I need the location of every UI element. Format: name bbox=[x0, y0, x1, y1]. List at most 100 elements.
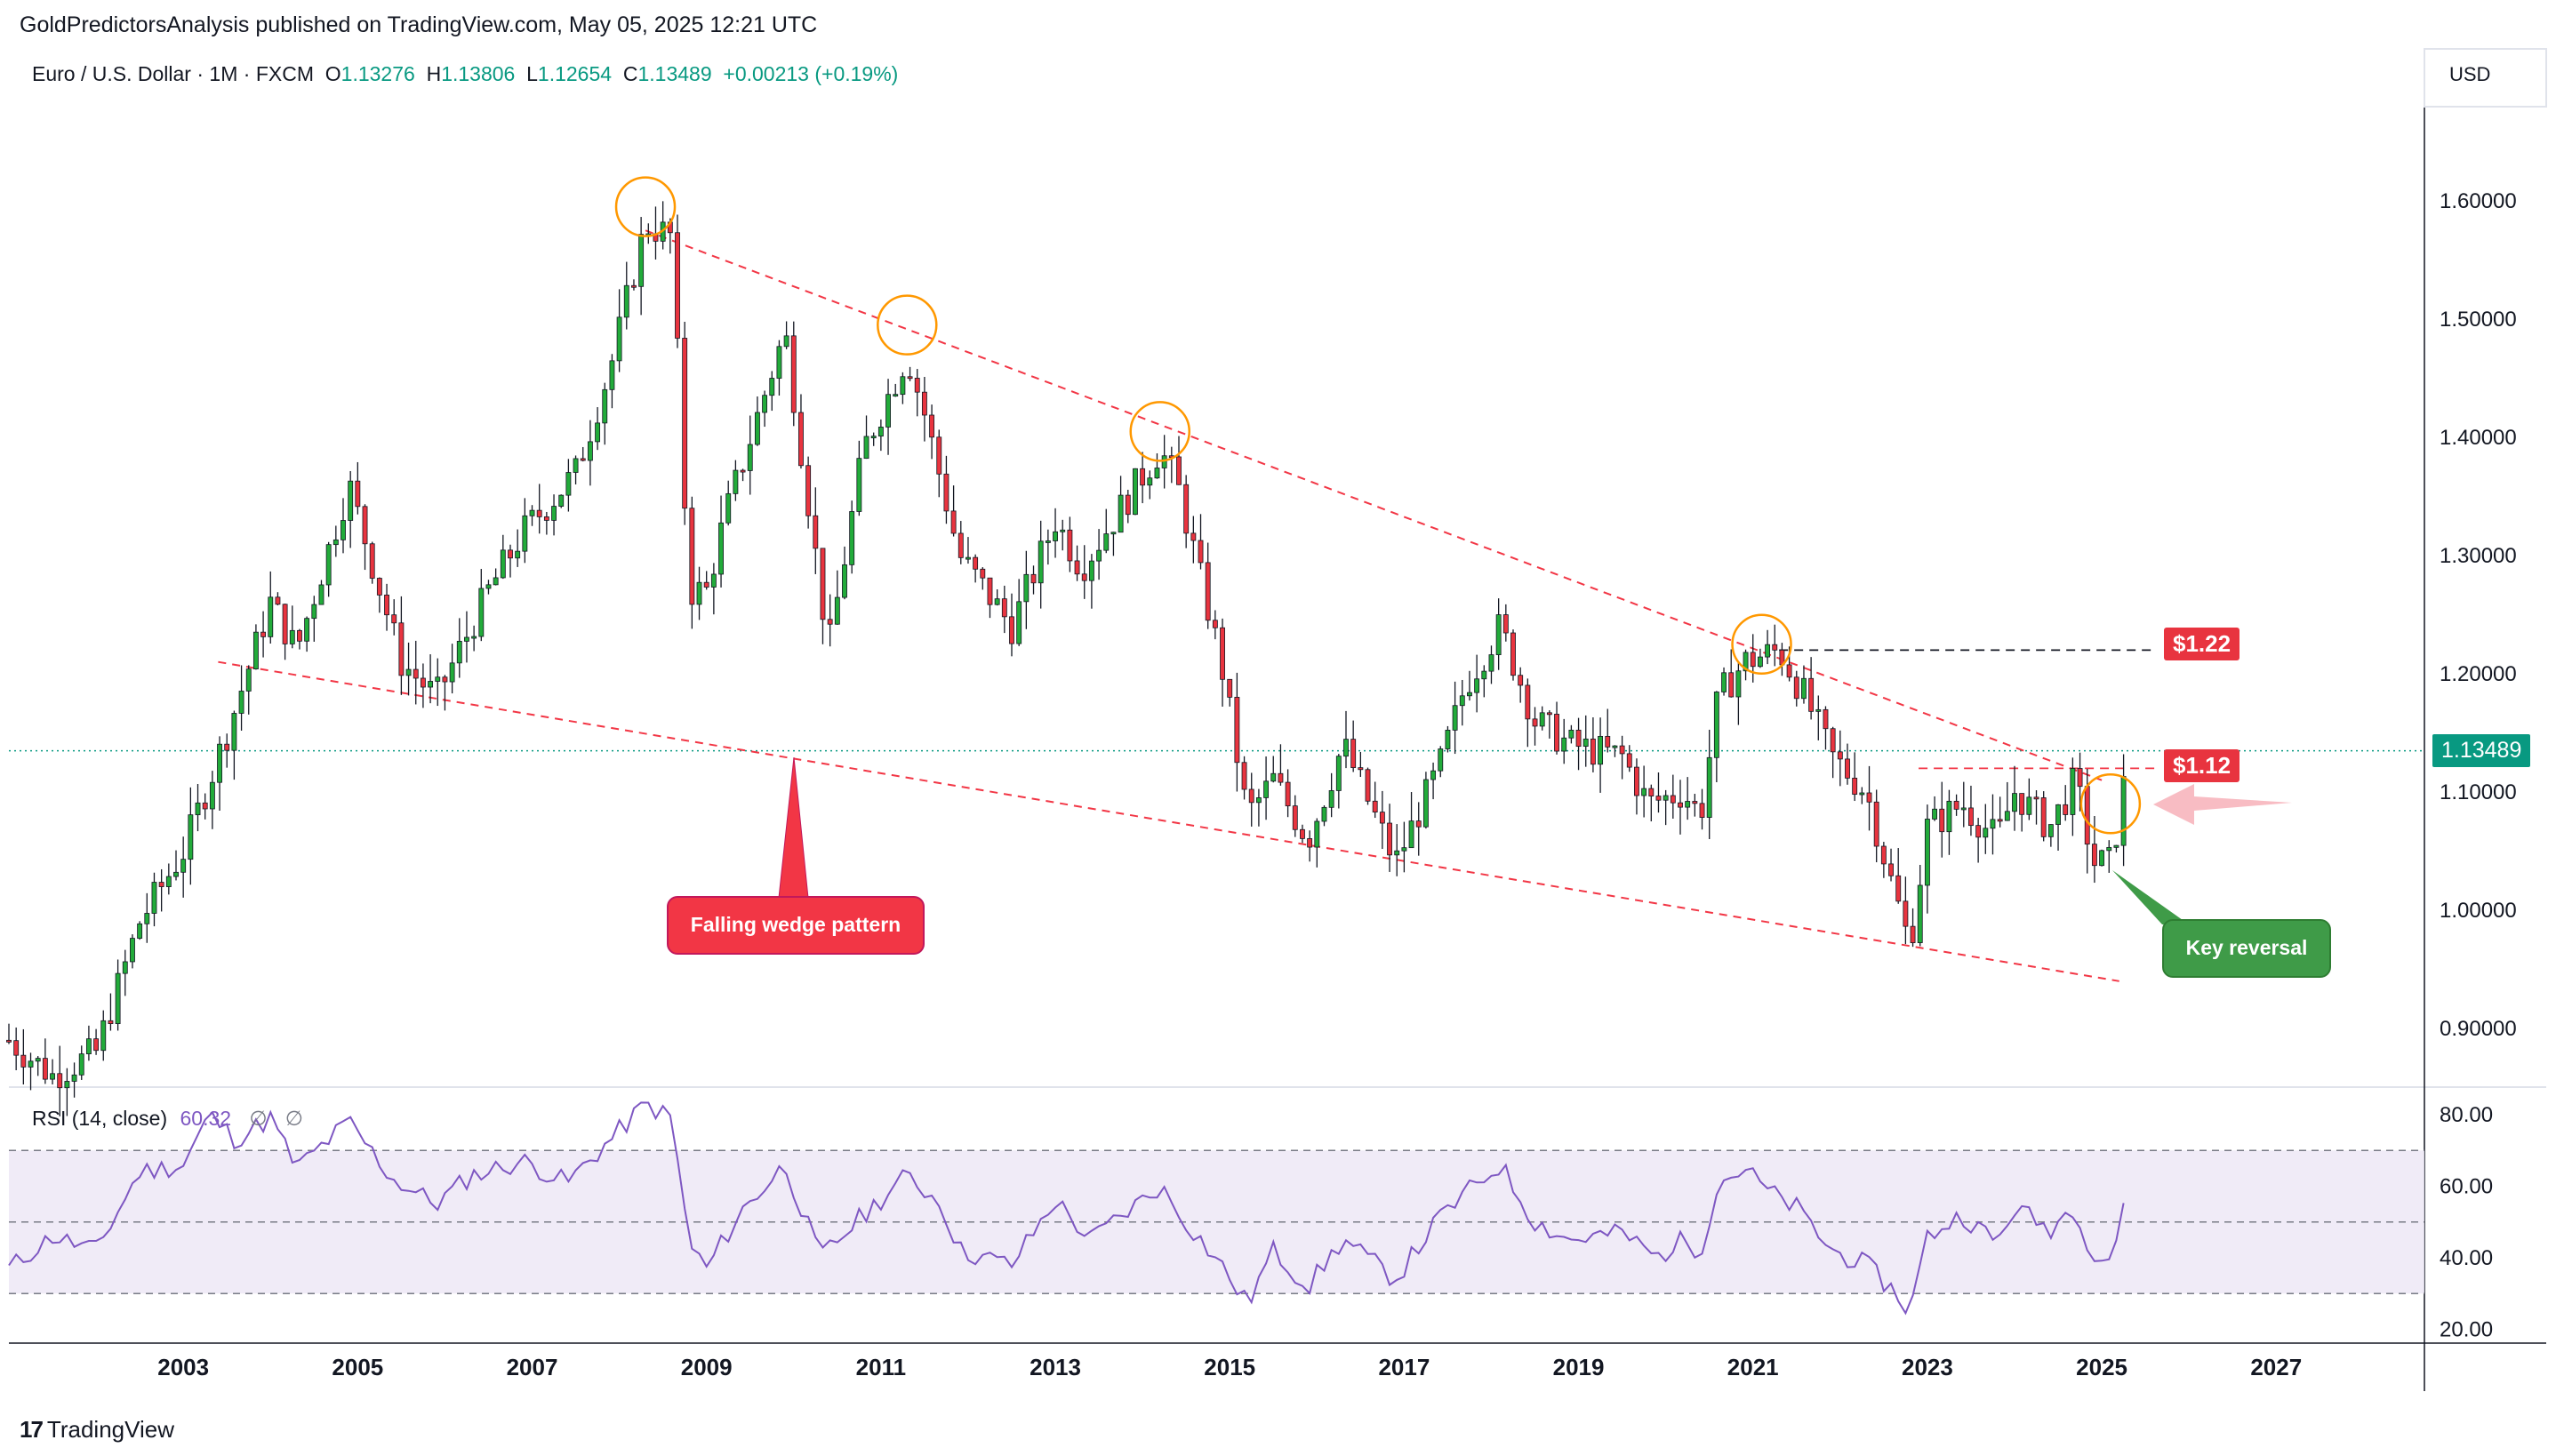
candle bbox=[64, 1068, 70, 1116]
rsi-tick-label: 20.00 bbox=[2440, 1318, 2493, 1342]
candle-body bbox=[1728, 672, 1735, 698]
candle bbox=[1648, 784, 1655, 822]
candle bbox=[2077, 752, 2083, 812]
candle bbox=[1176, 436, 1182, 485]
candle bbox=[893, 383, 899, 397]
candle bbox=[1198, 514, 1204, 570]
candle bbox=[195, 784, 201, 832]
candle bbox=[1445, 725, 1451, 753]
candle-body bbox=[165, 876, 172, 887]
candle-body bbox=[1387, 822, 1392, 856]
highlight-circle bbox=[1129, 401, 1190, 462]
candle-body bbox=[2019, 793, 2025, 815]
candle-body bbox=[1161, 455, 1167, 468]
candle bbox=[914, 369, 920, 417]
candle bbox=[1263, 756, 1270, 820]
candle-body bbox=[224, 743, 230, 751]
candle-body bbox=[282, 604, 288, 644]
candle-body bbox=[50, 1073, 55, 1080]
time-tick-label: 2011 bbox=[856, 1354, 906, 1380]
tradingview-logo[interactable]: 17 TradingView bbox=[20, 1416, 174, 1444]
candle bbox=[616, 289, 622, 372]
candle bbox=[442, 675, 448, 711]
candle bbox=[602, 382, 608, 445]
candle-body bbox=[790, 335, 797, 413]
candle-body bbox=[1641, 788, 1647, 796]
candle-body bbox=[6, 1039, 12, 1043]
candle bbox=[1903, 876, 1909, 945]
candle-body bbox=[1133, 468, 1138, 516]
candle bbox=[1328, 772, 1334, 818]
candle-body bbox=[1830, 728, 1836, 753]
candle-body bbox=[754, 412, 760, 445]
candle-body bbox=[842, 564, 847, 598]
candle-body bbox=[297, 629, 302, 642]
candle-body bbox=[1619, 745, 1625, 755]
rsi-label[interactable]: RSI (14, close) bbox=[32, 1107, 168, 1130]
candle-body bbox=[1648, 788, 1655, 796]
candle bbox=[180, 836, 187, 898]
candle bbox=[2004, 781, 2010, 821]
candle bbox=[2033, 790, 2039, 825]
candle-body bbox=[57, 1073, 63, 1089]
candle bbox=[1750, 634, 1756, 683]
candle bbox=[100, 1010, 107, 1061]
candle-body bbox=[405, 668, 412, 676]
time-tick-label: 2027 bbox=[2250, 1354, 2302, 1380]
candle bbox=[1699, 788, 1705, 830]
candle-body bbox=[1401, 847, 1407, 852]
top-right-corner-box bbox=[2424, 48, 2547, 108]
time-tick-label: 2025 bbox=[2076, 1354, 2127, 1380]
candle-body bbox=[536, 509, 542, 517]
currency-label[interactable]: USD bbox=[2449, 63, 2491, 85]
candle-body bbox=[1502, 614, 1509, 634]
candle-body bbox=[245, 668, 252, 692]
candle bbox=[1852, 752, 1858, 802]
symbol-interval[interactable]: 1M bbox=[209, 62, 238, 85]
candle bbox=[252, 624, 259, 670]
candle bbox=[362, 504, 368, 571]
candle-body bbox=[318, 584, 325, 605]
candle-body bbox=[180, 859, 187, 873]
candle-body bbox=[1445, 730, 1451, 749]
candle-body bbox=[1518, 675, 1524, 686]
candle bbox=[1655, 772, 1662, 813]
candle-body bbox=[1285, 781, 1291, 807]
candle-body bbox=[1110, 532, 1117, 535]
candle-body bbox=[64, 1081, 70, 1089]
candle-body bbox=[827, 619, 833, 625]
candle bbox=[413, 640, 419, 705]
candle bbox=[1379, 790, 1385, 850]
candle bbox=[311, 596, 317, 642]
candle-body bbox=[2047, 824, 2054, 837]
candle bbox=[1990, 794, 1996, 855]
candle bbox=[1518, 667, 1524, 703]
candle bbox=[907, 366, 913, 381]
candle bbox=[877, 419, 884, 452]
candle bbox=[2106, 840, 2112, 873]
candle bbox=[966, 537, 971, 564]
candle-body bbox=[1546, 712, 1552, 716]
candle-body bbox=[1038, 540, 1044, 584]
candle bbox=[325, 541, 332, 597]
candle bbox=[1888, 848, 1894, 882]
candle-body bbox=[2106, 846, 2112, 852]
candle bbox=[1321, 804, 1327, 827]
candle-body bbox=[1721, 672, 1727, 692]
candle bbox=[522, 498, 528, 564]
candle-body bbox=[1328, 790, 1334, 808]
candle bbox=[217, 736, 222, 811]
candle bbox=[863, 415, 869, 460]
candle bbox=[1081, 545, 1087, 599]
candle-body bbox=[1757, 656, 1763, 668]
candle-body bbox=[1060, 529, 1066, 532]
candle bbox=[304, 616, 310, 652]
symbol-name[interactable]: Euro / U.S. Dollar bbox=[32, 62, 191, 85]
time-tick-label: 2009 bbox=[681, 1354, 733, 1380]
candle bbox=[1815, 695, 1822, 740]
candle bbox=[994, 589, 1000, 606]
candle-body bbox=[2084, 786, 2090, 845]
reversal-pointer bbox=[2112, 870, 2189, 924]
candle bbox=[1808, 657, 1815, 720]
